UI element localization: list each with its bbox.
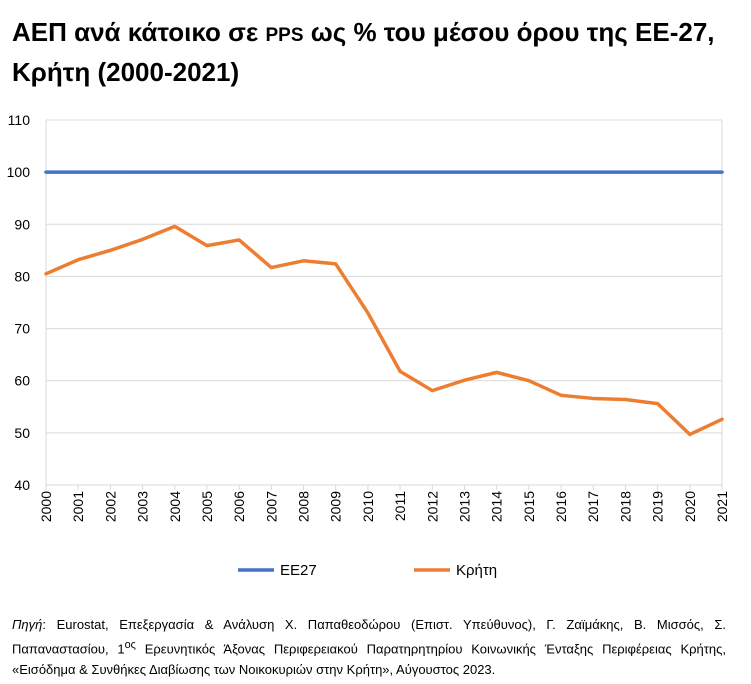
title-part2: ως % του μέσου όρου της ΕΕ-27, Κρήτη (20… (12, 17, 715, 87)
x-tick-label: 2001 (70, 491, 86, 522)
x-tick-label: 2018 (617, 491, 633, 522)
y-tick-label: 100 (7, 164, 31, 180)
legend-label: ΕΕ27 (280, 562, 317, 579)
source-note: Πηγή: Eurostat, Επεξεργασία & Ανάλυση Χ.… (12, 614, 726, 680)
x-tick-label: 2020 (682, 491, 698, 522)
y-tick-label: 50 (14, 425, 30, 441)
series-line-crete (44, 224, 724, 437)
x-tick-label: 2021 (714, 491, 730, 522)
y-tick-label: 60 (14, 373, 30, 389)
y-tick-label: 70 (14, 321, 30, 337)
source-label: Πηγή (12, 617, 43, 632)
x-tick-label: 2016 (553, 491, 569, 522)
x-tick-label: 2010 (360, 491, 376, 522)
x-tick-label: 2005 (199, 491, 215, 522)
y-tick-label: 80 (14, 268, 30, 284)
x-tick-label: 2019 (650, 491, 666, 522)
line-chart: 40 50 60 70 80 90 100 110 2000 2001 2002 2003 2004 20… (7, 112, 730, 579)
x-tick-label: 2009 (328, 491, 344, 522)
y-tick-label: 110 (8, 112, 31, 128)
y-tick-label: 90 (14, 216, 30, 232)
x-tick-label: 2012 (424, 491, 440, 522)
x-tick-label: 2013 (456, 491, 472, 522)
x-tick-label: 2004 (167, 491, 183, 522)
source-superscript: ος (124, 639, 136, 651)
title-pps: PPS (265, 25, 304, 46)
x-tick-label: 2015 (521, 491, 537, 522)
y-tick-label: 40 (14, 477, 30, 493)
x-tick-label: 2007 (263, 491, 279, 522)
x-tick-label: 2006 (231, 491, 247, 522)
source-text-2: Ερευνητικός Άξονας Περιφερειακού Παρατηρ… (12, 641, 726, 678)
title-part1: ΑΕΠ ανά κάτοικο σε (12, 17, 259, 47)
chart-title: ΑΕΠ ανά κάτοικο σε PPS ως % του μέσου όρ… (12, 14, 742, 90)
x-tick-label: 2002 (102, 491, 118, 522)
x-tick-label: 2003 (135, 491, 151, 522)
x-tick-label: 2011 (392, 491, 408, 521)
x-tick-label: 2014 (489, 491, 505, 522)
legend-label: Κρήτη (456, 562, 497, 579)
x-tick-label: 2008 (296, 491, 312, 522)
x-tick-label: 2017 (585, 491, 601, 522)
x-tick-label: 2000 (38, 491, 54, 522)
source-text: : Eurostat, Επεξεργασία & Ανάλυση Χ. Παπ… (12, 617, 726, 657)
